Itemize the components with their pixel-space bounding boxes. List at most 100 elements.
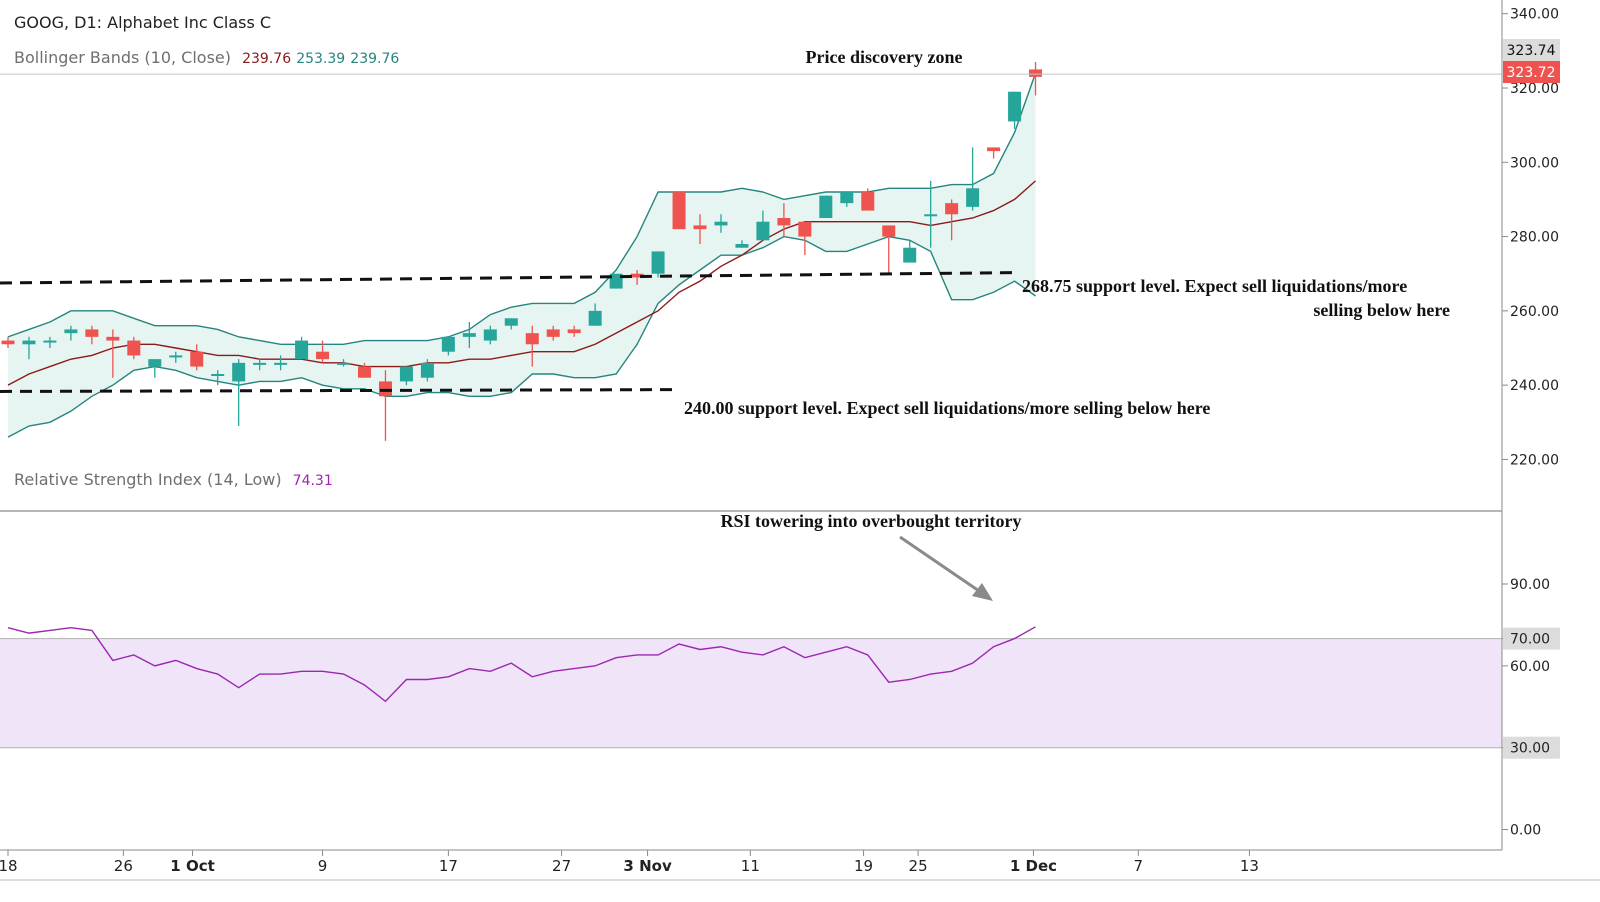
annotation-268-line2: selling below here <box>1313 300 1450 320</box>
candle <box>567 325 581 337</box>
annotation-rsi-arrow <box>899 535 993 601</box>
candle-body <box>609 273 623 289</box>
candle-body <box>504 318 518 326</box>
price-axis[interactable]: 340.00 320.00 300.00 280.00 260.00 240.00 220.… <box>1501 0 1560 850</box>
candle-body <box>22 340 36 345</box>
candle-body <box>693 225 707 230</box>
price-axis-ticks: 340.00 320.00 300.00 280.00 260.00 240.00 220.… <box>1502 7 1559 468</box>
candle <box>462 322 476 348</box>
candle <box>274 355 288 371</box>
candle-body <box>966 188 980 207</box>
candle-body <box>337 362 351 365</box>
candle <box>420 359 434 382</box>
candle-body <box>1008 91 1022 122</box>
time-tick-label: 1 Oct <box>170 857 214 875</box>
candle-body <box>85 329 99 337</box>
candle <box>882 225 896 274</box>
candle <box>609 273 623 289</box>
annotation-rsi: RSI towering into overbought territory <box>721 511 1022 531</box>
candle <box>295 336 309 360</box>
candle-body <box>840 192 854 204</box>
candle <box>672 192 686 230</box>
time-tick-label: 27 <box>552 857 571 875</box>
time-axis-ticks: 18 26 1 Oct 9 17 27 3 Nov 11 19 25 1 Dec 7 13 <box>0 850 1259 875</box>
candle <box>966 147 980 211</box>
annotation-268-line1: 268.75 support level. Expect sell liquid… <box>1022 276 1407 296</box>
candle <box>378 370 392 441</box>
candle <box>190 344 204 371</box>
candle <box>756 210 770 241</box>
candle <box>1 336 15 348</box>
candle-body <box>43 340 57 343</box>
bollinger-basis-value: 239.76 <box>242 51 292 67</box>
candle-body <box>274 362 288 365</box>
candle <box>504 318 518 330</box>
rsi-tick-label: 30.00 <box>1510 741 1550 757</box>
candle <box>735 240 749 248</box>
bollinger-legend[interactable]: Bollinger Bands (10, Close) 239.76 253.3… <box>14 48 399 67</box>
candle-body <box>924 214 938 217</box>
bollinger-basis-line <box>7 180 1036 386</box>
price-tick-label: 260.00 <box>1510 304 1559 320</box>
time-tick-label: 26 <box>114 857 133 875</box>
time-tick-label: 18 <box>0 857 18 875</box>
rsi-line <box>7 626 1036 703</box>
candle <box>211 370 225 386</box>
price-pane <box>0 62 1502 441</box>
rsi-level-badge <box>1503 627 1560 650</box>
time-tick-label: 9 <box>318 857 328 875</box>
candle <box>924 180 938 248</box>
price-tick-label: 340.00 <box>1510 7 1559 23</box>
symbol-title: GOOG, D1: Alphabet Inc Class C <box>14 13 272 32</box>
rsi-value: 74.31 <box>292 473 333 489</box>
rsi-tick-label: 60.00 <box>1510 659 1550 675</box>
candle <box>127 336 141 360</box>
rsi-tick-label: 90.00 <box>1510 577 1550 593</box>
rsi-pane <box>0 626 1502 749</box>
candle <box>630 270 644 285</box>
time-tick-label: 13 <box>1240 857 1259 875</box>
bollinger-band-fill <box>8 73 1036 438</box>
candle-body <box>211 374 225 376</box>
candle <box>1029 62 1043 96</box>
candle-body <box>441 336 455 352</box>
annotation-240: 240.00 support level. Expect sell liquid… <box>684 398 1210 418</box>
time-tick-label: 25 <box>909 857 928 875</box>
rsi-label: Relative Strength Index (14, Low) <box>14 470 282 489</box>
candle-body <box>253 362 267 365</box>
last-price-badge <box>1503 61 1560 83</box>
time-axis[interactable]: 18 26 1 Oct 9 17 27 3 Nov 11 19 25 1 Dec 7 13 <box>0 849 1502 875</box>
symbol-legend[interactable]: GOOG, D1: Alphabet Inc Class C <box>14 13 271 32</box>
candle <box>840 192 854 207</box>
candle-body <box>462 333 476 337</box>
time-tick-label: 17 <box>439 857 458 875</box>
candle <box>253 359 267 371</box>
candle-body <box>169 355 183 358</box>
candle <box>64 325 78 341</box>
candle-body <box>546 329 560 337</box>
candle <box>399 366 413 386</box>
candle <box>651 251 665 278</box>
bollinger-lower-value: 239.76 <box>350 51 400 67</box>
candle-body <box>399 366 413 382</box>
rsi-tick-label: 70.00 <box>1510 632 1550 648</box>
high-marker-badge <box>1503 39 1560 61</box>
candle-body <box>735 244 749 248</box>
candle <box>546 325 560 341</box>
candle-body <box>882 225 896 237</box>
bollinger-lower-line <box>7 235 1036 438</box>
candle <box>357 362 371 378</box>
candle <box>903 240 917 263</box>
time-tick-label: 1 Dec <box>1010 857 1057 875</box>
bollinger-upper-value: 253.39 <box>296 51 346 67</box>
candle <box>441 336 455 356</box>
candle <box>148 359 162 378</box>
candle-body <box>756 221 770 241</box>
rsi-overbought-oversold-band <box>0 638 1502 748</box>
candle-body <box>987 147 1001 152</box>
rsi-legend[interactable]: Relative Strength Index (14, Low) 74.31 <box>14 470 333 489</box>
candle <box>987 147 1001 159</box>
candle <box>232 359 246 426</box>
candle-body <box>651 251 665 274</box>
